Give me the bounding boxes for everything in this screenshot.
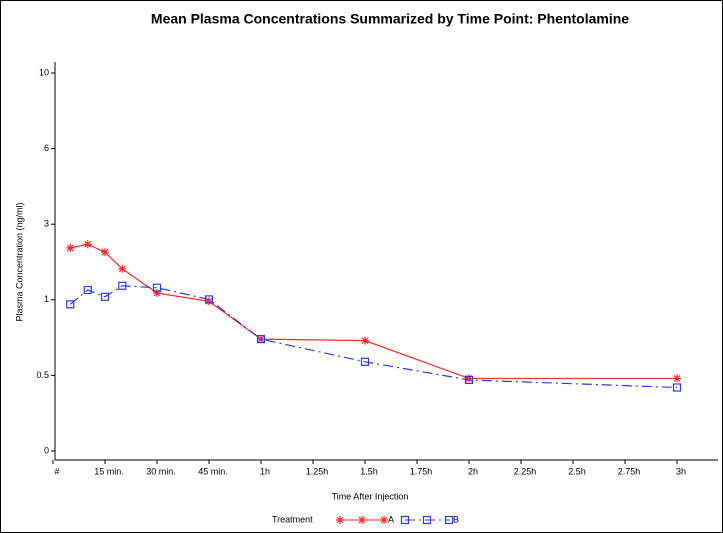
marker-star [118, 264, 127, 273]
y-axis-title: Plasma Concentration (ng/ml) [14, 202, 24, 321]
legend-marker [444, 515, 454, 525]
y-tick-label: 10 [39, 67, 49, 77]
x-tick-label: 2.5h [568, 466, 586, 476]
x-tick-label: 45 min. [198, 466, 228, 476]
marker-square [100, 292, 110, 301]
marker-star [673, 374, 681, 383]
marker-square [672, 383, 682, 392]
x-tick-label: 2.75h [618, 466, 641, 476]
x-axis-title: Time After Injection [332, 491, 409, 501]
marker-square [256, 335, 266, 344]
y-tick-label: 6 [44, 143, 49, 153]
x-tick-label: 15 min. [94, 466, 124, 476]
legend-marker [336, 516, 344, 524]
marker-star [101, 248, 109, 257]
marker-square [118, 281, 127, 290]
y-tick-label: 0 [44, 445, 49, 455]
marker-square [152, 283, 162, 292]
legend-marker [400, 515, 410, 525]
series-line [70, 243, 677, 380]
y-tick-label: 3 [44, 219, 49, 229]
x-tick-label: # [54, 466, 59, 476]
x-tick-label: 1.5h [360, 466, 378, 476]
legend-label: B [453, 514, 459, 524]
x-tick-label: 1h [260, 466, 270, 476]
marker-square [464, 375, 474, 385]
legend-label: A [388, 514, 394, 524]
legend-marker [358, 516, 366, 524]
marker-star [66, 244, 75, 253]
marker-star [205, 297, 213, 306]
legend-title: Treatment [272, 514, 313, 524]
chart-title: Mean Plasma Concentrations Summarized by… [151, 11, 629, 27]
y-tick-label: 0.5 [36, 370, 49, 380]
marker-square [66, 300, 75, 309]
marker-square [360, 357, 370, 366]
x-tick-label: 3h [676, 466, 686, 476]
marker-square [204, 295, 214, 304]
marker-star [83, 240, 92, 249]
x-tick-label: 1.75h [410, 466, 433, 476]
y-tick-label: 1 [44, 294, 49, 304]
marker-star [465, 374, 473, 383]
x-tick-label: 2.25h [514, 466, 537, 476]
x-tick-label: 30 min. [146, 466, 176, 476]
legend-marker [380, 516, 388, 524]
marker-star [361, 336, 369, 345]
legend-marker [422, 515, 432, 525]
x-tick-label: 1.25h [306, 466, 329, 476]
marker-square [83, 285, 92, 295]
series-line [69, 285, 678, 389]
marker-star [153, 288, 161, 297]
x-tick-label: 2h [468, 466, 478, 476]
